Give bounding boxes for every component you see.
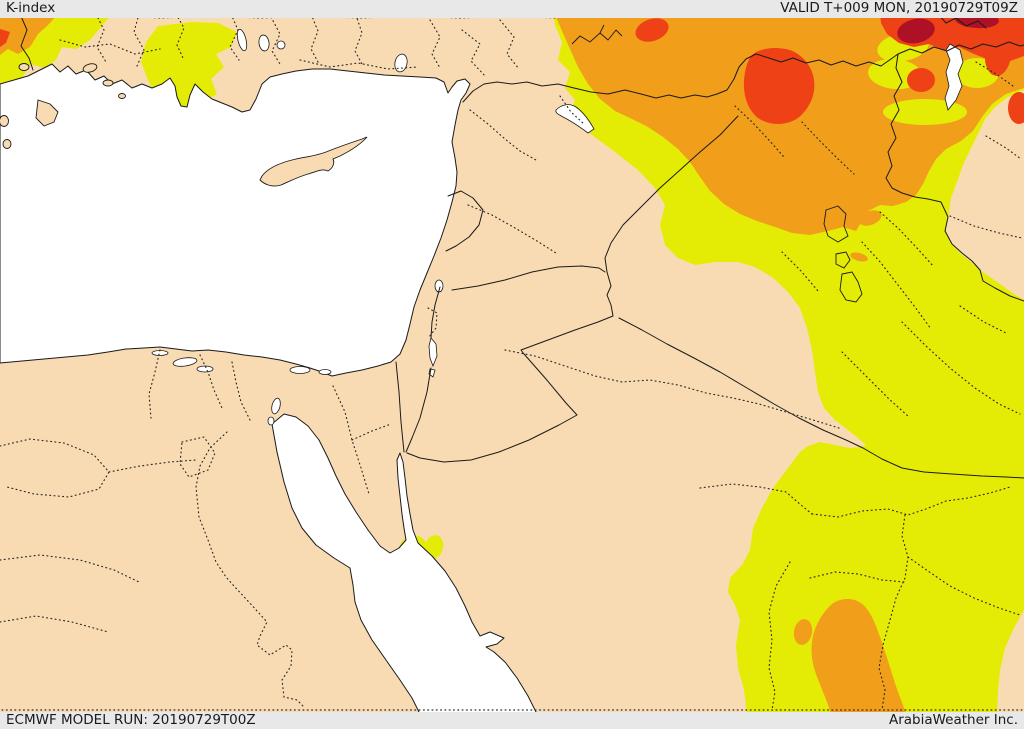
k-darkred-1 [897,18,935,44]
islands [0,63,368,187]
k-red-ne-syria [743,47,815,124]
brand-label: ArabiaWeather Inc. [888,711,1018,728]
k-red-aegean [0,29,10,47]
border-jordan-valley [405,286,441,453]
keban-reservoir [571,24,623,45]
model-run-label: ECMWF MODEL RUN: 20190729T00Z [6,711,256,728]
border-jordan-saudi [406,315,614,463]
valid-time-label: VALID T+009 MON, 20190729T09Z [780,0,1018,17]
k-red-spot-1 [984,34,1012,76]
cyprus-island [259,136,368,187]
page-title: K-index [6,0,56,17]
k-red-mardin [635,18,669,42]
k-yellow-hole-4 [883,99,967,125]
lake-tuz [394,53,408,73]
rhodes-island [35,99,59,127]
border-iraq-saudi [618,317,1024,479]
lake-urmia [944,43,964,111]
small-island-5 [102,79,114,87]
border-greece-turkey [20,18,34,71]
lake-beysehir [236,28,248,52]
ataturk-reservoir [555,104,595,134]
small-island-2 [0,115,9,127]
k-red-spot-2 [907,68,935,92]
border-syria-jordan [451,265,606,291]
k-darkred-2 [955,18,999,29]
lakes [151,24,964,426]
lake-habbaniyah [835,251,851,269]
k-orange-saudi [811,599,906,712]
lagoon-bardawil [318,369,332,375]
country-borders [20,18,1024,479]
lake-timsah [267,416,275,426]
small-island-3 [2,139,12,149]
footer-bar: ECMWF MODEL RUN: 20190729T00Z ArabiaWeat… [0,712,1024,729]
border-lebanon [445,190,484,252]
border-iran-iraq [885,53,1024,302]
lake-egirdir [258,34,270,52]
small-island-4 [82,63,98,73]
k-orange-streak [850,252,868,262]
admin-boundaries [0,18,1023,711]
map-canvas [0,18,1024,712]
k-orange-spot-lakes [858,210,882,226]
border-syria-iraq [604,115,739,317]
lake-tharthar [823,205,849,243]
lagoon-manzala [289,366,311,374]
lake-burdur [276,40,286,50]
k-red-spot-3 [1008,92,1024,124]
small-island-6 [118,93,126,99]
lake-razzaza [839,271,863,303]
k-orange-aegean [0,18,55,55]
bitter-lakes [271,397,281,415]
border-caucasus [940,18,987,29]
dead-sea [428,337,438,378]
header-bar: K-index VALID T+009 MON, 20190729T09Z [0,0,1024,18]
weather-map [0,18,1024,712]
k-orange-saudi-small [793,619,813,645]
border-turkey-south [462,53,899,103]
border-israel-egypt [395,361,405,453]
delta-lagoon-1 [172,357,198,367]
border-turkey-iran-north [897,41,1024,55]
small-island-1 [18,63,30,71]
delta-lagoon-2 [196,365,214,373]
